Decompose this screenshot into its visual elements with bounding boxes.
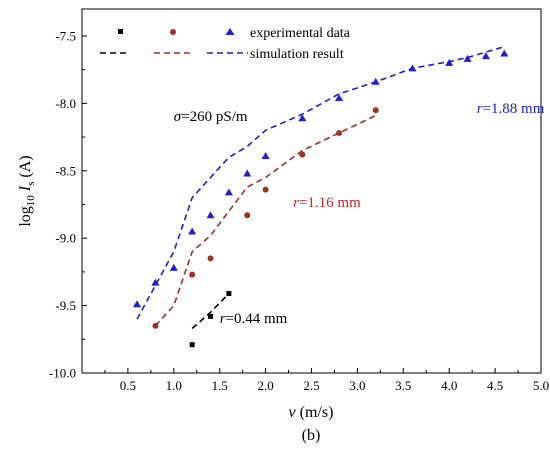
series-layer: [133, 45, 509, 348]
annotation-r-0.44: r=0.44 mm: [220, 311, 288, 327]
data-point-square: [208, 313, 214, 319]
x-axis-label: v (m/s): [289, 404, 334, 421]
simulation-line-1: [154, 114, 377, 327]
x-tick-label: 5.0: [533, 378, 549, 393]
y-tick-label: -8.5: [55, 163, 76, 178]
data-point-triangle: [243, 169, 252, 177]
data-point-triangle: [151, 278, 160, 286]
y-tick-label: -10.0: [49, 366, 76, 381]
annotation-sigma: σ=260 pS/m: [174, 109, 248, 125]
y-tick-label: -7.5: [55, 28, 76, 43]
y-tick-label: -9.5: [55, 298, 76, 313]
data-point-triangle: [481, 52, 490, 60]
data-point-circle: [372, 107, 379, 114]
legend-label-simulation: simulation result: [250, 47, 344, 62]
x-tick-label: 3.0: [349, 378, 365, 393]
x-tick-label: 4.0: [441, 378, 457, 393]
data-point-triangle: [335, 93, 344, 101]
tick-labels: 0.5 1.0 1.5 2.0 2.5 3.0 3.5 4.0 4.5 5.0 -10.0 -9.5 -…: [49, 28, 549, 393]
x-tick-label: 2.0: [257, 378, 273, 393]
data-point-circle: [336, 130, 343, 137]
legend-marker-square: [118, 29, 123, 34]
ticks: [82, 35, 542, 374]
data-point-triangle: [169, 263, 178, 271]
plot-frame: [81, 8, 542, 374]
y-tick-label: -8.0: [55, 96, 76, 111]
x-tick-label: 4.5: [487, 378, 503, 393]
x-tick-label: 0.5: [120, 378, 136, 393]
data-point-triangle: [371, 77, 380, 85]
annotation-r-1.16: r=1.16 mm: [293, 195, 361, 211]
legend-marker-triangle: [225, 28, 235, 35]
data-point-circle: [244, 212, 251, 219]
x-tick-label: 2.5: [303, 378, 319, 393]
legend-label-experimental: experimental data: [250, 26, 351, 41]
data-point-circle: [152, 322, 159, 329]
legend-marker-circle: [170, 29, 176, 35]
data-point-triangle: [206, 211, 215, 219]
data-point-triangle: [133, 300, 142, 308]
data-point-triangle: [298, 114, 307, 122]
data-point-triangle: [408, 64, 417, 72]
legend: experimental data simulation result: [100, 26, 351, 62]
x-tick-label: 1.5: [212, 378, 228, 393]
data-point-triangle: [224, 188, 233, 196]
simulation-line-2: [191, 292, 230, 330]
simulation-line-0: [136, 45, 505, 320]
data-point-square: [226, 290, 232, 296]
data-point-circle: [299, 151, 306, 158]
annotation-r-1.88: r=1.88 mm: [477, 101, 545, 117]
data-point-circle: [207, 255, 214, 262]
data-point-triangle: [463, 54, 472, 62]
x-tick-label: 3.5: [395, 378, 411, 393]
y-tick-label: -9.0: [55, 231, 76, 246]
data-point-triangle: [261, 151, 270, 159]
data-point-circle: [189, 271, 196, 278]
data-point-triangle: [445, 58, 454, 66]
figure-subtitle: (b): [302, 427, 321, 444]
y-axis-label: log10 Is (A): [17, 155, 37, 226]
x-tick-label: 1.0: [166, 378, 182, 393]
data-point-circle: [262, 186, 269, 193]
data-point-triangle: [188, 227, 197, 235]
data-point-triangle: [500, 49, 509, 57]
data-point-square: [189, 342, 195, 348]
